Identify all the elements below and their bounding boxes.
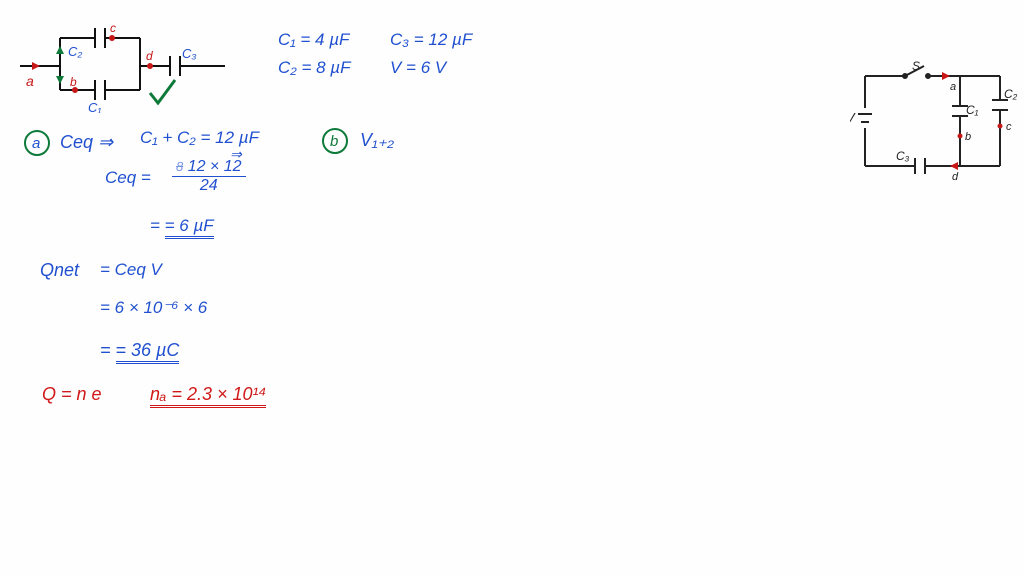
right-c1-label: C₁ [966,103,979,117]
qnet-result: = = 36 µC [100,340,179,361]
node-d-label: d [146,49,153,63]
node-a-label: a [26,73,34,89]
right-c2-label: C₂ [1004,87,1018,101]
given-c3: C₃ = 12 µF [390,30,472,50]
svg-text:b: b [330,133,338,150]
right-node-d: d [952,171,959,183]
node-b-label: b [70,75,77,89]
c1-plus-c2: C₁ + C₂ = 12 µF [140,128,259,148]
ceq-result: = = 6 µF [150,216,214,236]
qnet-lhs: Qnet [40,260,79,281]
ceq-eq: Ceq = [105,168,151,188]
c1-label: C₁ [88,100,102,113]
switch-label: S [912,59,920,73]
qnet-eq1: = Ceq V [100,260,162,280]
given-c1: C₁ = 4 µF [278,30,349,50]
right-node-c: c [1006,121,1012,133]
battery-label: V [850,110,856,125]
c2-label: C₂ [68,44,82,59]
left-circuit-sketch: a c b d C₂ C₁ C₃ [20,18,230,113]
part-a-marker: a [22,128,52,163]
qnet-eq2: = 6 × 10⁻⁶ × 6 [100,298,207,318]
right-circuit-diagram: S V C₁ C₂ C₃ a b c d [850,56,1020,186]
ceq-fraction: 8 12 × 12 24 [172,158,246,195]
right-c3-label: C₃ [896,149,910,163]
right-node-a: a [950,81,956,93]
c3-label: C₃ [182,46,197,61]
right-node-b: b [965,131,971,143]
given-c2: C₂ = 8 µF [278,58,351,78]
ceq-implies: Ceq ⇒ [60,132,113,153]
na-value: nₐ = 2.3 × 10¹⁴ [150,384,266,405]
given-v: V = 6 V [390,58,446,78]
part-b-marker: b [320,126,350,161]
q-ne: Q = n e [42,384,102,405]
part-b-expr: V₁₊₂ [360,130,394,151]
svg-text:a: a [32,135,40,152]
node-c-label: c [110,21,116,35]
